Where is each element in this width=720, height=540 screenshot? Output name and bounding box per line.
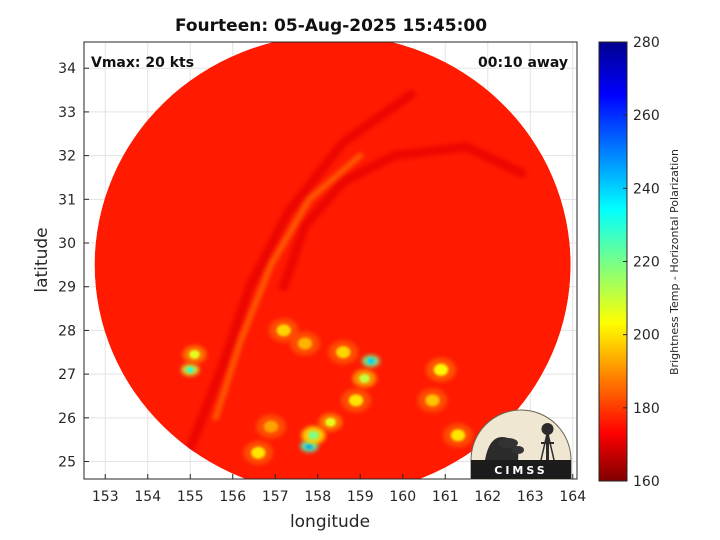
- y-tick-label: 26: [58, 411, 76, 427]
- cell-core: [336, 346, 351, 359]
- x-tick-label: 163: [517, 489, 544, 505]
- y-tick-label: 29: [58, 280, 76, 296]
- y-tick-label: 31: [58, 192, 76, 208]
- x-tick-label: 153: [92, 489, 119, 505]
- vmax-annotation: Vmax: 20 kts: [91, 55, 194, 71]
- cimss-logo: CIMSS: [470, 409, 572, 480]
- cold-band: [279, 142, 527, 292]
- cell-core: [276, 324, 291, 337]
- swath: [94, 42, 571, 479]
- time-away-annotation: 00:10 away: [478, 55, 568, 71]
- cell-core: [325, 417, 336, 427]
- x-tick-label: 158: [304, 489, 331, 505]
- y-axis-ticks: 25 26 27 28 29 30 31 32 33 34: [58, 61, 89, 471]
- y-axis-label: latitude: [32, 227, 52, 292]
- plot-frame: [83, 41, 578, 480]
- x-tick-label: 164: [559, 489, 586, 505]
- y-tick-label: 34: [58, 61, 76, 77]
- y-tick-label: 27: [58, 367, 76, 383]
- colorbar-tick-label: 260: [633, 108, 660, 124]
- colorbar-tick-label: 200: [633, 328, 660, 344]
- y-tick-label: 33: [58, 105, 76, 121]
- cell-core: [305, 443, 313, 450]
- cell-core: [433, 363, 449, 376]
- y-tick-label: 28: [58, 323, 76, 339]
- x-axis-ticks: 153 154 155 156 157 158 159 160 161 162 163 164: [92, 474, 586, 505]
- cell-core: [186, 366, 194, 373]
- warm-band: [212, 152, 364, 421]
- cell-core: [450, 429, 466, 442]
- y-tick-label: 32: [58, 149, 76, 165]
- x-tick-label: 154: [134, 489, 161, 505]
- x-tick-label: 156: [219, 489, 246, 505]
- x-axis-label: longitude: [290, 512, 370, 532]
- cell-core: [359, 373, 370, 383]
- colorbar-tick-label: 280: [633, 35, 660, 51]
- x-tick-label: 155: [177, 489, 204, 505]
- cell-core: [189, 349, 200, 359]
- colorbar-label: Brightness Temp - Horizontal Polarizatio…: [668, 149, 681, 375]
- logo-text: CIMSS: [494, 464, 547, 477]
- cell-core: [297, 337, 313, 350]
- colorbar: [598, 41, 628, 482]
- x-tick-label: 157: [262, 489, 289, 505]
- colorbar-tick-label: 220: [633, 255, 660, 271]
- x-tick-label: 161: [432, 489, 459, 505]
- chart-title: Fourteen: 05-Aug-2025 15:45:00: [175, 16, 487, 36]
- y-tick-label: 30: [58, 236, 76, 252]
- cell-core: [308, 430, 319, 440]
- colorbar-tick-label: 160: [633, 474, 660, 490]
- colorbar-tick-label: 180: [633, 401, 660, 417]
- cold-band: [185, 89, 416, 453]
- colorbar-ticks: 160 180 200 220 240 260 280: [623, 35, 660, 490]
- swath-content: [94, 42, 571, 479]
- cell-core: [251, 446, 266, 459]
- cell-core: [425, 394, 440, 407]
- colorbar-tick-label: 240: [633, 181, 660, 197]
- x-tick-label: 162: [474, 489, 501, 505]
- cell-core: [348, 394, 364, 407]
- cell-core: [263, 420, 279, 433]
- cell-core: [367, 358, 375, 365]
- x-tick-label: 159: [347, 489, 374, 505]
- y-tick-label: 25: [58, 455, 76, 471]
- x-tick-label: 160: [389, 489, 416, 505]
